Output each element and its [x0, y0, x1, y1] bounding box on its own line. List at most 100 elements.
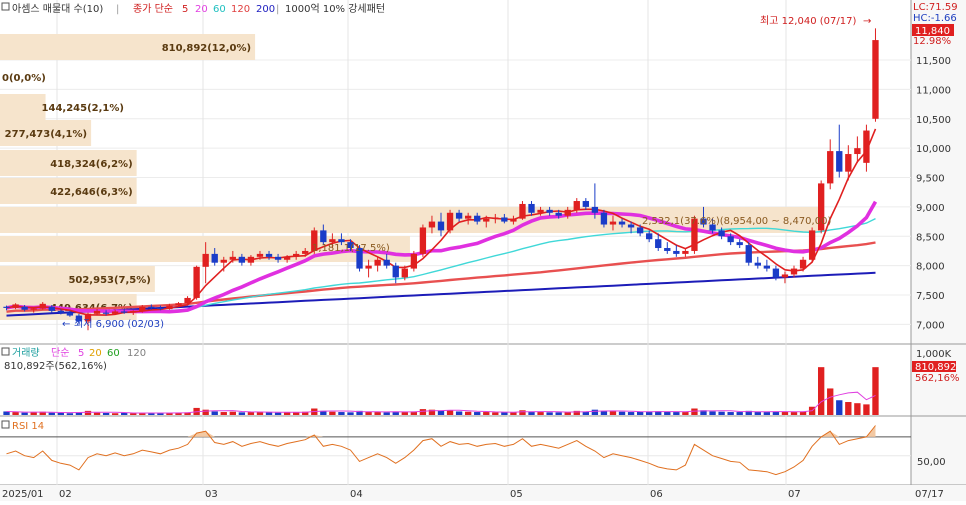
rsi-legend[interactable]: RSI 14: [12, 421, 44, 432]
low-arrow: ←: [62, 319, 70, 330]
candle: [600, 209, 608, 228]
candle: [157, 305, 164, 311]
candle: [84, 312, 92, 331]
legend-ma-20[interactable]: 20: [195, 4, 208, 15]
volume-bar: [863, 404, 870, 415]
volume-legend-box: [1, 347, 10, 356]
volume-bar: [238, 412, 246, 415]
volume-bar: [202, 409, 209, 415]
candle-body: [564, 209, 571, 216]
volume-legend-ma-120[interactable]: 120: [127, 348, 146, 359]
legend-ma-120[interactable]: 120: [231, 4, 250, 15]
volume-bar: [655, 411, 662, 415]
x-tick-label: 02: [59, 489, 72, 500]
legend-extra[interactable]: 1000억 10% 강세패턴: [285, 3, 385, 15]
current-pct-label: 12.98%: [913, 36, 951, 47]
candle: [175, 302, 182, 307]
candle: [528, 201, 535, 216]
legend-ma-60[interactable]: 60: [213, 4, 226, 15]
candle: [365, 259, 372, 278]
candle-body: [718, 230, 725, 237]
candle-body: [75, 315, 83, 322]
candle-body: [392, 265, 399, 278]
volume-axis-pct: 562,16%: [915, 373, 960, 384]
candle-body: [872, 40, 879, 119]
mid-annotation: 1,181,1(17.5%): [312, 243, 390, 254]
legend-separator: |: [116, 4, 119, 15]
x-tick-label: 03: [205, 489, 218, 500]
x-tick-label: 05: [510, 489, 523, 500]
candle: [546, 206, 553, 216]
candle-body: [121, 311, 128, 313]
volume-profile-bar: [0, 178, 137, 204]
legend-ma-label[interactable]: 종가 단순: [133, 3, 173, 15]
candle-body: [537, 209, 544, 213]
volume-legend-ma-label[interactable]: 단순: [51, 347, 69, 359]
volume-bar: [519, 410, 526, 415]
legend-title[interactable]: 아셈스 매물대 수(10): [12, 3, 103, 15]
candle: [12, 303, 19, 310]
volume-legend-title[interactable]: 거래량: [12, 347, 40, 359]
candle: [618, 218, 626, 228]
candle: [437, 212, 445, 237]
candle-body: [293, 253, 300, 257]
candle-body: [410, 253, 418, 269]
volume-bar: [428, 409, 436, 415]
volume-bar: [392, 411, 399, 415]
volume-bar: [745, 410, 752, 415]
candle: [374, 256, 381, 272]
volume-bar: [501, 412, 508, 415]
x-axis-bg: [0, 485, 966, 501]
volume-bar: [39, 411, 46, 415]
volume-bar: [618, 411, 626, 415]
candle-body: [582, 201, 589, 207]
volume-bar: [57, 412, 65, 415]
legend-ma-5[interactable]: 5: [182, 4, 188, 15]
candle-body: [256, 253, 264, 257]
candle: [419, 224, 427, 257]
volume-bar: [130, 413, 137, 415]
candle: [464, 212, 472, 225]
volume-bar: [845, 402, 852, 415]
candle: [492, 213, 499, 224]
volume-legend-ma-5[interactable]: 5: [78, 348, 84, 359]
candle: [39, 302, 46, 310]
volume-bar: [229, 411, 236, 415]
volume-bar: [139, 412, 146, 415]
candle: [302, 248, 309, 257]
candle-body: [265, 253, 273, 257]
volume-profile-bar: [0, 94, 46, 120]
candle-body: [102, 312, 110, 314]
volume-bar: [121, 412, 128, 415]
candle: [139, 304, 146, 313]
volume-bar: [564, 412, 571, 415]
candle-body: [347, 242, 354, 249]
legend-ma-200[interactable]: 200: [256, 4, 275, 15]
candle-body: [492, 217, 499, 219]
high-arrow: →: [863, 16, 871, 27]
volume-bar: [157, 413, 164, 415]
candle: [808, 227, 816, 263]
volume-legend-ma-20[interactable]: 20: [89, 348, 102, 359]
price-legend: 아셈스 매물대 수(10) | 종가 단순 5 20 60 120 200 | …: [1, 2, 385, 15]
candle-body: [763, 265, 771, 269]
candle: [329, 233, 336, 249]
candle: [401, 265, 408, 281]
candle-body: [419, 227, 427, 254]
volume-bar: [781, 411, 789, 415]
candle-body: [808, 230, 816, 260]
volume-bar: [220, 412, 227, 415]
candle-body: [229, 256, 236, 260]
candle-body: [845, 154, 852, 172]
rsi-overbought-fill: [6, 425, 876, 437]
candle: [836, 124, 843, 178]
candle: [609, 215, 617, 231]
candle: [75, 313, 83, 325]
y-tick-label: 11,000: [916, 85, 951, 96]
volume-legend-ma-60[interactable]: 60: [107, 348, 120, 359]
candle: [799, 256, 807, 272]
candle: [347, 239, 354, 251]
candle-body: [727, 236, 734, 243]
candle-body: [446, 212, 454, 231]
